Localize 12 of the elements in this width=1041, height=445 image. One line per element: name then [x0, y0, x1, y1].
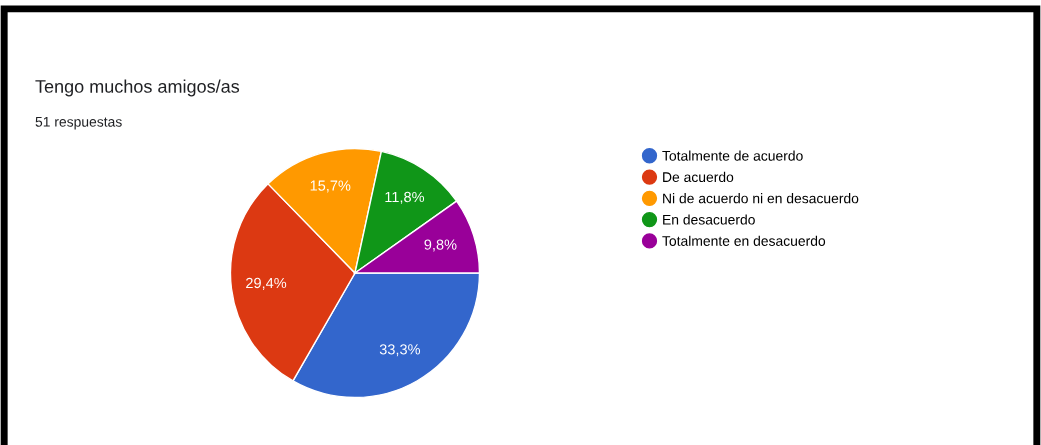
data-label: 9,8%: [424, 239, 457, 252]
data-label: 29,4%: [246, 277, 287, 290]
legend-label: Totalmente en desacuerdo: [662, 235, 826, 246]
data-label: 33,3%: [379, 344, 421, 357]
text: 51 respuestas: [35, 117, 122, 130]
legend-label: Totalmente de acuerdo: [662, 150, 803, 161]
chart-title: Tengo muchos amigos/as: [35, 79, 240, 97]
legend-label: En desacuerdo: [663, 214, 755, 225]
data-label: 15,7%: [310, 180, 351, 193]
data-label: 11,8%: [385, 191, 425, 204]
legend-label: De acuerdo: [663, 171, 734, 183]
legend-label: Ni de acuerdo ni en desacuerdo: [663, 193, 859, 204]
